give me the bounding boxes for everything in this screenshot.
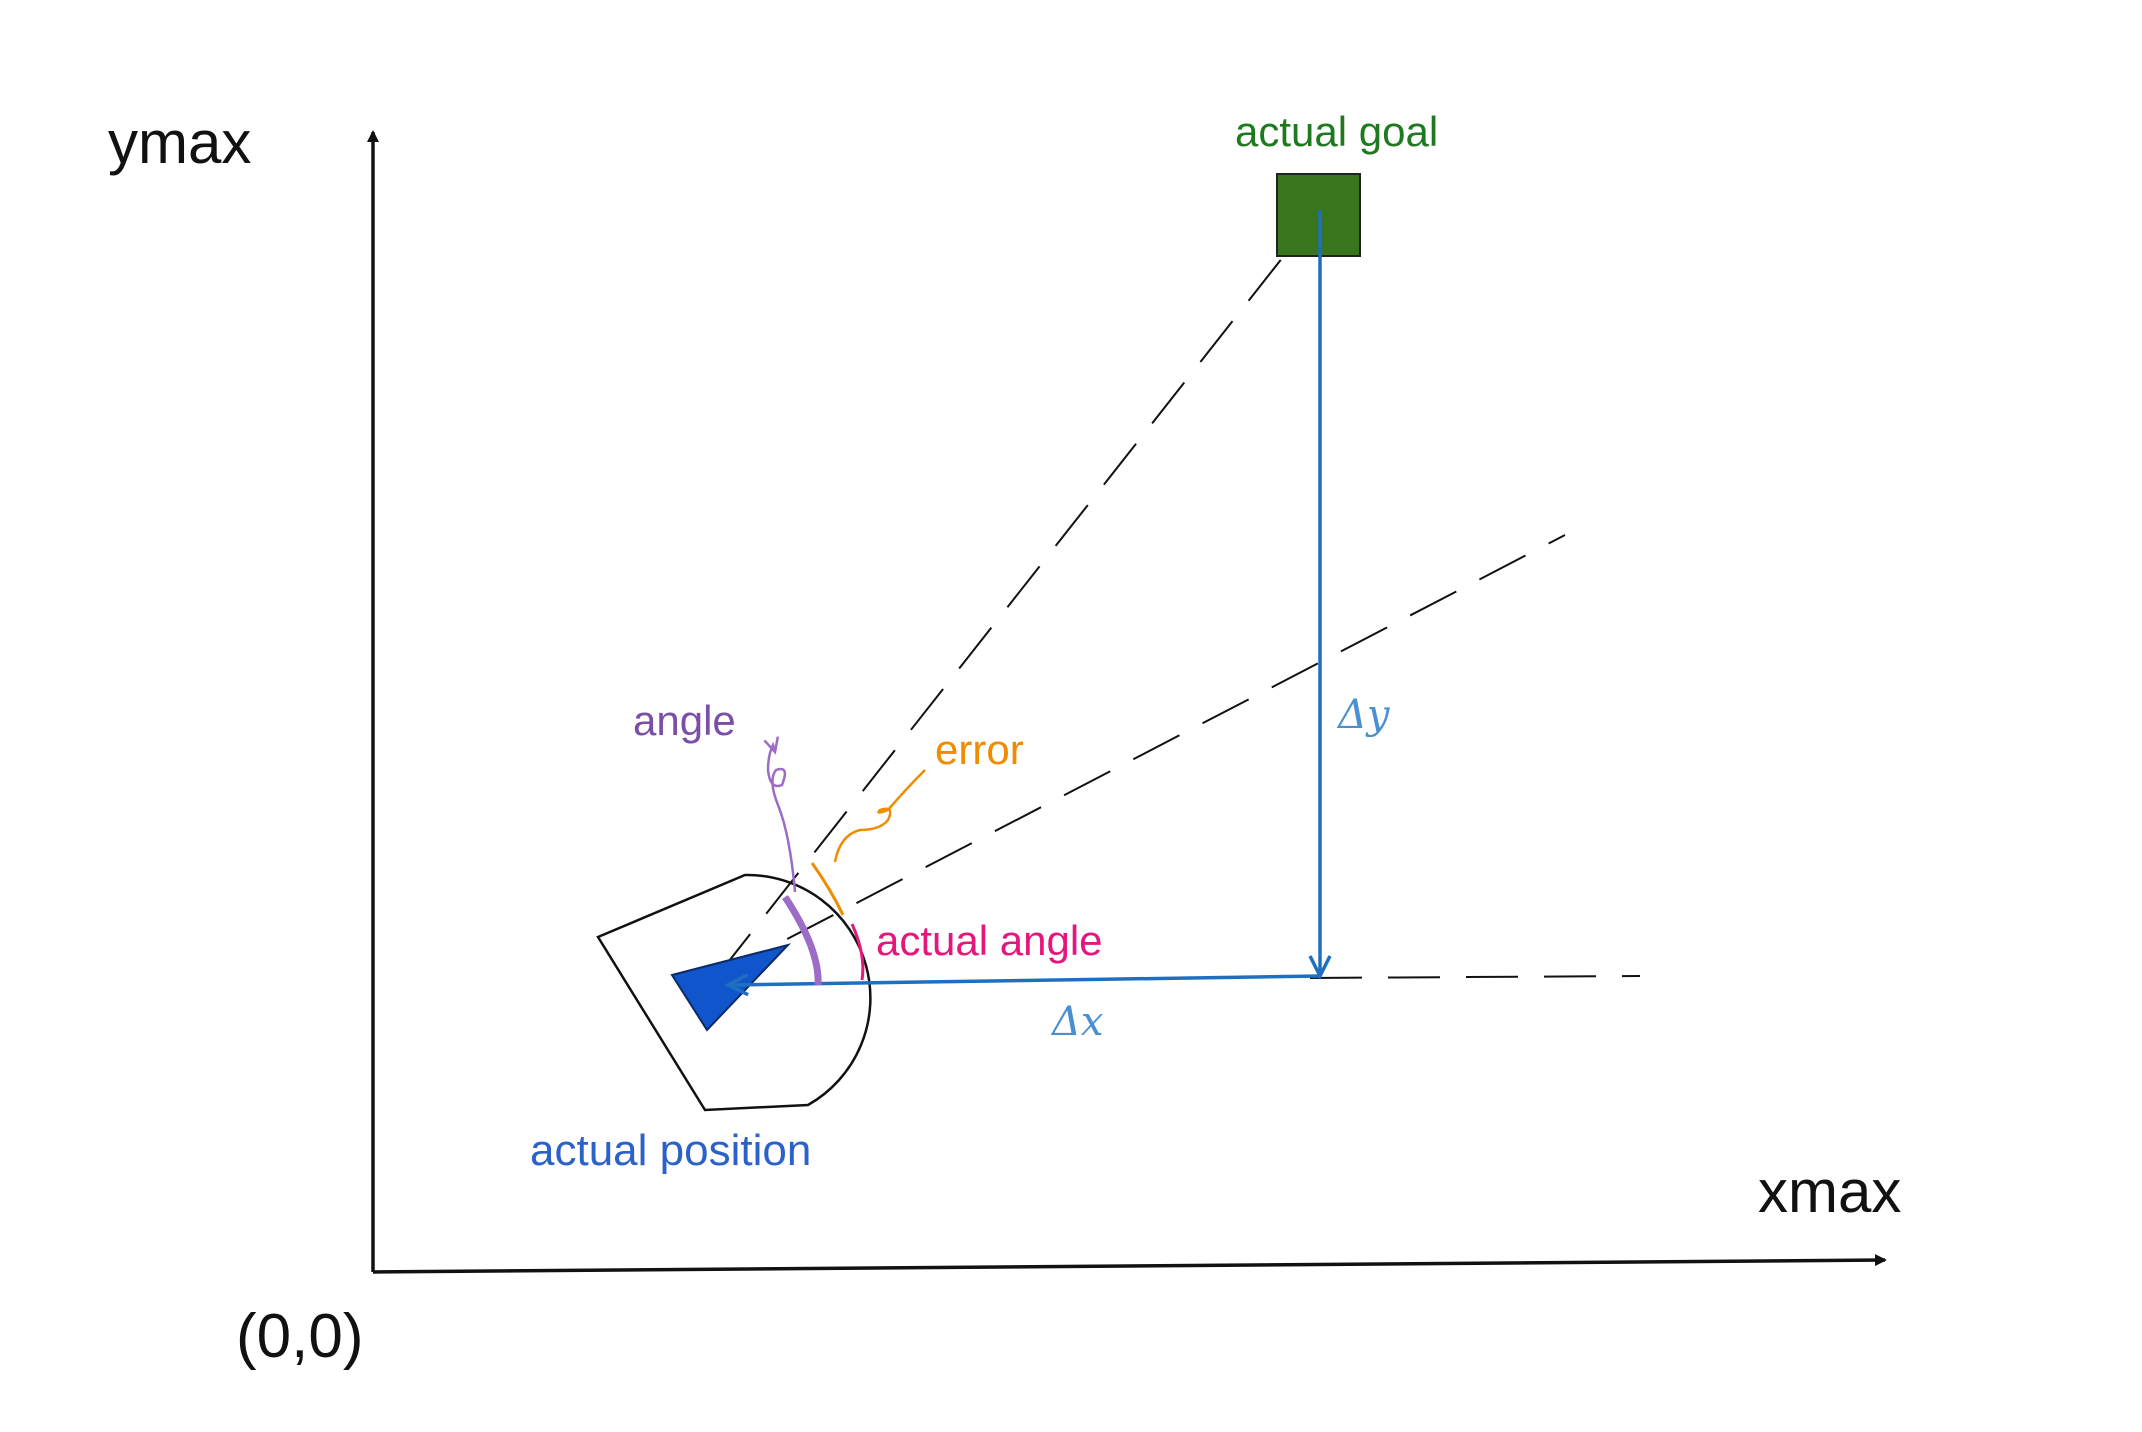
actual-angle-arc [850, 923, 865, 981]
origin-label: (0,0) [236, 1302, 363, 1371]
x-axis-label: xmax [1758, 1158, 1901, 1225]
actual-angle-label: actual angle [876, 917, 1103, 964]
y-axis-label: ymax [108, 109, 251, 176]
error-arc [810, 862, 845, 916]
dashed-horizontal-line [1309, 975, 1641, 979]
delta-y-label: Δy [1336, 692, 1391, 738]
delta-x-label: Δx [1050, 999, 1103, 1045]
robot-body [596, 873, 872, 1112]
goal-label: actual goal [1235, 108, 1438, 155]
error-pointer-squiggle [833, 769, 926, 863]
delta-x-arrow [724, 973, 1321, 997]
angle-arc [782, 895, 822, 986]
angle-pointer-squiggle [763, 736, 797, 893]
error-label: error [935, 726, 1024, 773]
angle-label: angle [633, 697, 736, 744]
robot-heading-triangle [670, 943, 792, 1032]
dashed-line-to-goal [717, 209, 1321, 976]
position-label: actual position [530, 1126, 811, 1175]
x-axis [372, 1254, 1887, 1274]
dashed-heading-line [717, 534, 1566, 976]
